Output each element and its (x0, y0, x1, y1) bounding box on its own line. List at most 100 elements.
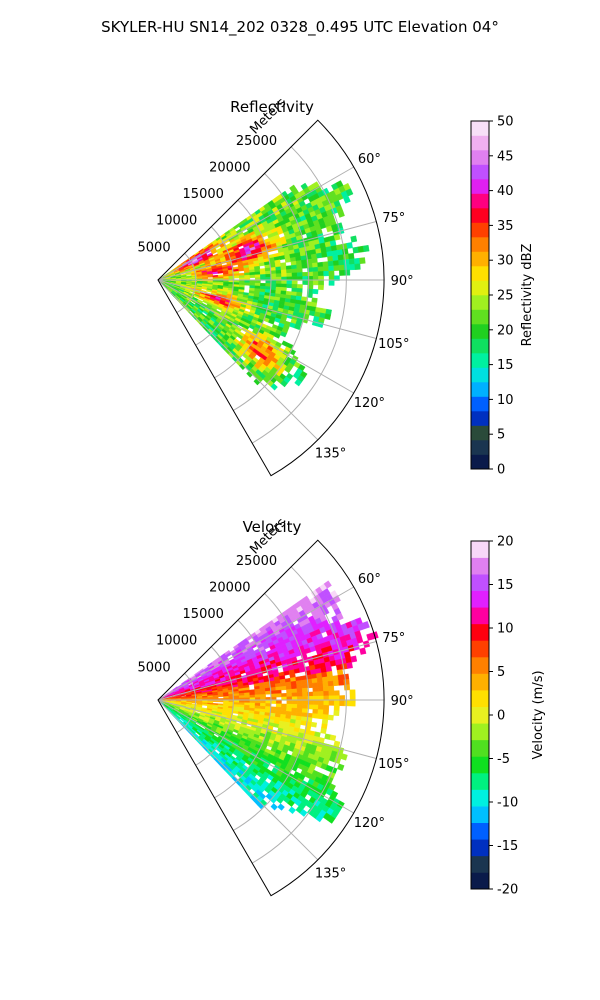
field-cell (327, 675, 334, 682)
radial-tick-label: 5000 (138, 660, 171, 675)
figure-title: SKYLER-HU SN14_202 0328_0.495 UTC Elevat… (101, 18, 499, 37)
field-cell (338, 679, 345, 686)
field-cell (275, 283, 282, 288)
field-cell (244, 274, 251, 279)
field-cell (281, 280, 287, 285)
field-cell (302, 271, 309, 277)
field-cell (191, 701, 198, 704)
field-cell (317, 266, 324, 272)
field-cell (323, 704, 330, 711)
colorbar-swatch (471, 193, 489, 209)
field-cell (217, 694, 224, 698)
field-cell (259, 691, 266, 695)
colorbar-swatch (471, 367, 489, 383)
field-cell (301, 708, 308, 714)
colorbar-tick-label: 30 (497, 254, 514, 269)
field-cell (270, 693, 277, 698)
radial-tick-label: 10000 (156, 214, 197, 229)
field-cell (302, 691, 309, 697)
field-cell (296, 692, 303, 697)
colorbar-tick-label: 45 (497, 149, 514, 164)
field-cell (322, 709, 329, 716)
field-cell (333, 265, 340, 272)
field-cell (295, 680, 303, 686)
velocity-grid (157, 566, 384, 864)
azimuth-tick-label: 60° (358, 572, 381, 587)
field-cell (296, 708, 303, 713)
colorbar-swatch (471, 806, 489, 824)
colorbar-swatch (471, 150, 489, 165)
field-cell (322, 714, 329, 720)
field-cell (346, 242, 353, 249)
field-cell (317, 691, 324, 697)
reflectivity-colorbar: 0 5 10 15 20 25 30 35 40 45 50 (470, 115, 514, 478)
field-cell (280, 331, 287, 338)
field-cell (333, 233, 341, 241)
field-cell (322, 681, 329, 687)
field-cell (327, 714, 334, 721)
field-cell (312, 266, 319, 273)
azimuth-tick-label: 120° (354, 396, 385, 411)
azimuth-tick-label: 75° (382, 631, 405, 646)
field-cell (275, 700, 282, 705)
colorbar-swatch (471, 135, 489, 151)
field-cell (286, 280, 293, 285)
field-cell (321, 676, 329, 683)
sector-frame (157, 119, 385, 477)
field-cell (291, 283, 298, 289)
field-cell (317, 704, 324, 711)
velocity-panel: Velocity 60° 75° 90° 105° 120° 135° 5000 10000 1… (138, 515, 546, 897)
field-cell (286, 688, 293, 694)
field-cell (265, 273, 272, 278)
field-cell (359, 647, 367, 655)
field-cell (260, 282, 266, 287)
field-cell (270, 686, 277, 692)
field-cell (239, 700, 245, 703)
field-cell (342, 248, 349, 255)
field-cell (270, 280, 277, 284)
field-cell (275, 280, 282, 285)
colorbar-swatch (471, 440, 489, 455)
field-cell (345, 188, 354, 197)
colorbar-swatch (471, 590, 489, 608)
field-cell (339, 269, 346, 276)
field-cell (296, 288, 303, 293)
field-cell (280, 287, 287, 292)
field-cell (302, 704, 309, 710)
field-cell (302, 700, 309, 705)
colorbar-swatch (471, 338, 489, 354)
field-cell (296, 272, 303, 277)
field-cell (323, 690, 330, 697)
field-cell (291, 688, 298, 694)
field-cell (275, 686, 282, 691)
field-cell (336, 669, 344, 676)
field-cell (301, 683, 308, 689)
field-cell (285, 685, 292, 690)
field-cell (239, 280, 245, 283)
field-cell (349, 263, 356, 271)
field-cell (296, 268, 303, 273)
colorbar-swatch (471, 280, 489, 296)
radial-tick-label: 25000 (236, 554, 277, 569)
field-cell (294, 378, 302, 387)
field-cell (265, 703, 272, 707)
field-cell (223, 276, 230, 279)
field-cell (270, 383, 278, 391)
sector-frame (157, 539, 385, 897)
field-cell (285, 265, 292, 270)
field-cell (254, 694, 261, 698)
field-cell (296, 704, 303, 709)
field-cell (291, 700, 298, 705)
field-cell (277, 803, 285, 811)
field-cell (336, 249, 344, 256)
field-cell (260, 694, 266, 698)
field-cell (348, 258, 355, 265)
colorbar-tick-label: 15 (497, 358, 514, 373)
field-cell (223, 696, 230, 699)
field-cell (328, 700, 335, 706)
azimuth-spoke (157, 699, 319, 861)
field-cell (295, 260, 303, 266)
field-cell (207, 275, 214, 278)
field-cell (296, 264, 303, 270)
